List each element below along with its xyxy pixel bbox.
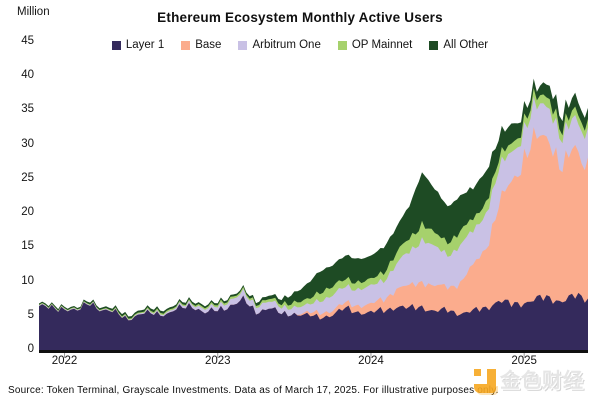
legend-label-all-other: All Other xyxy=(443,39,489,51)
x-axis-label-2022: 2022 xyxy=(51,355,78,367)
watermark: 金色财经 xyxy=(474,369,584,393)
watermark-text: 金色财经 xyxy=(500,370,584,392)
legend: Layer 1 Base Arbitrum One OP Mainnet All Oth… xyxy=(0,39,600,51)
legend-label-layer-1: Layer 1 xyxy=(125,39,165,51)
source-caption: Source: Token Terminal, Grayscale Invest… xyxy=(8,385,499,396)
area-base xyxy=(39,127,588,350)
area-layer-1 xyxy=(39,292,588,350)
y-axis-label-40: 40 xyxy=(21,69,34,82)
legend-swatch-layer-1 xyxy=(111,40,121,50)
y-axis-label-25: 25 xyxy=(21,171,34,184)
legend-item-layer-1: Layer 1 xyxy=(111,39,165,51)
y-axis-label-20: 20 xyxy=(21,206,34,219)
legend-swatch-all-other xyxy=(429,40,439,50)
y-axis-label-15: 15 xyxy=(21,240,34,253)
x-axis-label-2023: 2023 xyxy=(204,355,231,367)
y-axis-label-30: 30 xyxy=(21,137,34,150)
legend-swatch-base xyxy=(181,40,191,50)
chart-title: Ethereum Ecosystem Monthly Active Users xyxy=(157,10,443,25)
y-axis-label-35: 35 xyxy=(21,103,34,116)
legend-item-all-other: All Other xyxy=(429,39,488,51)
x-axis-label-2024: 2024 xyxy=(358,355,384,367)
legend-swatch-op-mainnet xyxy=(337,40,347,50)
y-axis-label-0: 0 xyxy=(27,343,34,355)
y-axis-label-5: 5 xyxy=(27,308,34,321)
legend-label-arbitrum-one: Arbitrum One xyxy=(252,39,321,51)
legend-item-op-mainnet: OP Mainnet xyxy=(337,39,413,51)
legend-item-arbitrum-one: Arbitrum One xyxy=(238,39,321,51)
legend-item-base: Base xyxy=(181,39,221,51)
legend-label-op-mainnet: OP Mainnet xyxy=(351,39,413,51)
y-axis-label-45: 45 xyxy=(21,35,34,47)
legend-label-base: Base xyxy=(195,39,222,51)
x-axis-label-2025: 2025 xyxy=(511,355,537,367)
y-axis-unit-label: Million xyxy=(17,6,50,18)
y-axis-label-10: 10 xyxy=(21,274,34,287)
legend-swatch-arbitrum-one xyxy=(238,40,248,50)
jinse-finance-logo-icon xyxy=(474,369,496,393)
